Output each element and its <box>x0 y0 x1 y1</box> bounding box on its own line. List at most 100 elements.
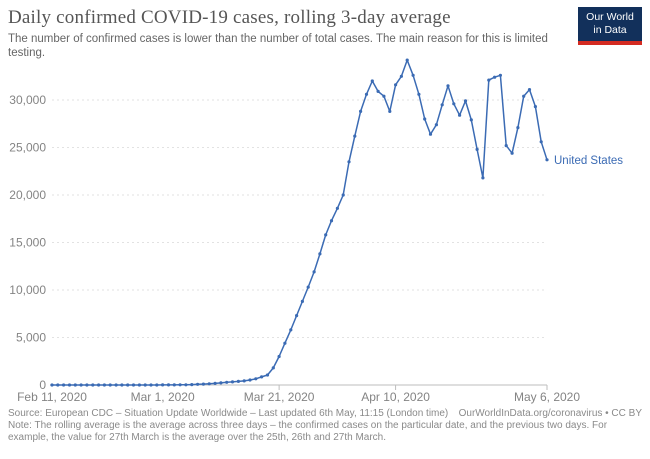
data-point <box>254 377 258 381</box>
data-point <box>382 94 386 98</box>
data-point <box>283 341 287 345</box>
data-point <box>265 373 270 377</box>
x-axis-label: Apr 10, 2020 <box>361 390 430 404</box>
data-point <box>312 270 316 274</box>
data-point <box>149 383 153 387</box>
data-point <box>62 383 66 387</box>
data-point <box>399 74 403 78</box>
data-point <box>114 383 118 387</box>
data-point <box>219 381 223 385</box>
x-axis-label: Mar 1, 2020 <box>131 390 195 404</box>
data-point <box>207 382 211 386</box>
data-point <box>469 118 473 122</box>
data-point <box>405 58 409 62</box>
data-point <box>260 375 264 379</box>
data-point <box>318 252 322 256</box>
owid-logo-line2: in Data <box>593 24 627 36</box>
data-point <box>102 383 106 387</box>
owid-logo-line1: Our World <box>586 11 634 23</box>
data-point <box>504 144 508 148</box>
data-point <box>155 383 159 387</box>
data-point <box>306 285 310 289</box>
data-point <box>329 219 334 223</box>
owid-logo[interactable]: Our World in Data <box>578 7 642 45</box>
data-point <box>201 382 205 386</box>
chart-header: Daily confirmed COVID-19 cases, rolling … <box>8 6 574 60</box>
y-axis-label: 15,000 <box>9 236 46 250</box>
data-point <box>225 380 229 384</box>
data-point <box>166 383 171 387</box>
data-point <box>545 158 549 162</box>
data-point <box>522 94 526 98</box>
data-point <box>487 78 491 82</box>
data-point <box>126 383 130 387</box>
source-text: Source: European CDC – Situation Update … <box>8 408 449 419</box>
data-point <box>370 79 374 83</box>
series-label-united-states[interactable]: United States <box>554 155 623 167</box>
data-point <box>510 151 514 155</box>
data-point <box>131 383 136 387</box>
data-point <box>143 383 147 387</box>
data-point <box>440 103 444 107</box>
data-point <box>324 233 328 237</box>
data-point <box>196 382 200 386</box>
y-axis-label: 5,000 <box>16 331 46 345</box>
data-point <box>353 134 357 138</box>
y-axis-label: 10,000 <box>9 283 46 297</box>
data-point <box>516 126 520 130</box>
data-point <box>446 84 450 88</box>
chart-footer: Source: European CDC – Situation Update … <box>8 408 642 444</box>
data-point <box>434 123 438 127</box>
data-point <box>190 383 194 387</box>
owid-coronavirus-link[interactable]: OurWorldInData.org/coronavirus • CC BY <box>458 408 642 419</box>
data-point <box>527 88 532 92</box>
data-point <box>481 176 485 180</box>
page-title: Daily confirmed COVID-19 cases, rolling … <box>8 7 451 28</box>
data-point <box>91 383 95 387</box>
data-point <box>277 354 281 359</box>
data-point <box>428 132 433 136</box>
data-point <box>79 383 83 387</box>
y-axis-label: 20,000 <box>9 188 46 202</box>
x-axis-label: Feb 11, 2020 <box>17 390 87 404</box>
data-point <box>120 383 124 387</box>
data-point <box>67 383 72 387</box>
series-line-united-states[interactable] <box>52 59 548 386</box>
y-axis-label: 25,000 <box>9 141 46 155</box>
data-point <box>452 102 456 106</box>
data-point <box>213 381 217 385</box>
data-point <box>85 383 89 387</box>
data-point <box>533 105 538 109</box>
data-point <box>50 383 54 387</box>
data-point <box>73 383 77 387</box>
data-point <box>289 328 293 332</box>
data-point <box>236 379 240 383</box>
data-point <box>388 109 392 113</box>
data-point <box>184 383 188 387</box>
data-point <box>394 83 398 87</box>
data-point <box>341 193 345 197</box>
data-point <box>108 383 112 387</box>
data-point <box>417 92 421 96</box>
data-point <box>335 206 339 210</box>
data-point <box>295 314 299 318</box>
data-point <box>364 92 369 96</box>
y-axis-label: 0 <box>39 378 46 392</box>
data-point <box>347 160 351 164</box>
data-point <box>300 299 304 303</box>
data-point <box>230 380 235 384</box>
data-point <box>359 109 363 113</box>
data-point <box>161 383 165 387</box>
data-point <box>271 366 275 370</box>
data-point <box>137 383 141 387</box>
note-text-line2: example, the value for 27th March is the… <box>8 432 387 443</box>
data-point <box>178 383 182 387</box>
data-point <box>97 383 101 387</box>
data-point <box>423 117 427 121</box>
data-point <box>493 75 497 79</box>
data-point <box>56 383 60 387</box>
data-point <box>411 73 415 77</box>
x-axis-label: Mar 21, 2020 <box>244 390 315 404</box>
